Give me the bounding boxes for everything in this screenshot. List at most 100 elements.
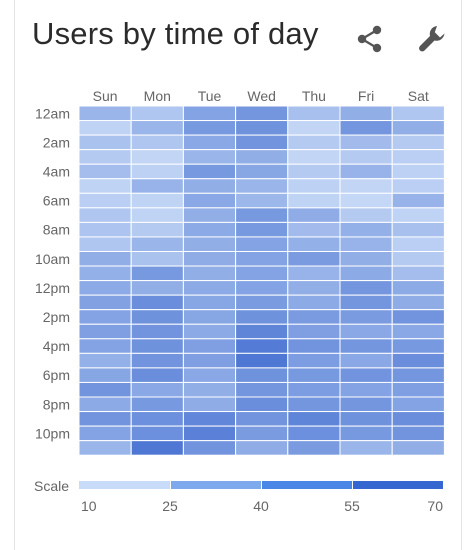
heatmap-cell [130, 440, 184, 456]
heatmap-cell [182, 338, 237, 354]
heatmap-cell [339, 236, 393, 252]
heatmap-cell [130, 367, 184, 383]
heatmap-cell [235, 134, 289, 151]
heatmap-cell [130, 338, 184, 354]
heatmap-cell [182, 367, 237, 383]
heatmap-cell [287, 251, 341, 267]
heatmap-cell [78, 440, 132, 456]
heatmap-cell [78, 134, 132, 151]
heatmap-cell [235, 178, 289, 194]
heatmap-cell [287, 192, 341, 209]
heatmap-cell [391, 338, 445, 354]
heatmap-cell [130, 294, 184, 311]
heatmap-cell [287, 411, 341, 427]
heatmap-cell [287, 134, 341, 151]
scale-segment [79, 481, 170, 489]
hour-label: 12am [35, 105, 70, 121]
heatmap-cell [78, 294, 132, 311]
heatmap-cell [182, 280, 237, 296]
day-label: Sat [408, 88, 429, 104]
scale-tick-label: 40 [253, 498, 269, 514]
heatmap-cell [287, 367, 341, 383]
heatmap-cell [78, 251, 132, 267]
heatmap-cell [391, 309, 445, 325]
heatmap-cell [182, 105, 237, 122]
scale-segment [171, 481, 261, 489]
heatmap-cell [78, 425, 132, 442]
y-axis-labels: 12am 2am 4am 6am 8am 10am 12pm 2pm 4pm 6pm 8pm 10pm [35, 105, 70, 441]
heatmap-cell [339, 221, 393, 238]
heatmap-cell [182, 149, 237, 165]
heatmap-cell [235, 323, 289, 340]
scale-bar [79, 481, 443, 489]
heatmap-cell [287, 381, 341, 398]
heatmap-cell [130, 207, 184, 223]
heatmap-cell [339, 251, 393, 267]
scale-label: Scale [34, 478, 69, 494]
heatmap-cell [235, 396, 289, 413]
heatmap-cell [78, 163, 132, 180]
heatmap-cell [339, 309, 393, 325]
heatmap-cell [78, 367, 132, 383]
heatmap-cell [287, 323, 341, 340]
heatmap-cell [391, 381, 445, 398]
heatmap-cell [182, 134, 237, 151]
heatmap-cell [182, 440, 237, 456]
heatmap-cell [235, 207, 289, 223]
heatmap-cell [339, 425, 393, 442]
heatmap-cell [235, 309, 289, 325]
heatmap-cell [339, 411, 393, 427]
share-icon[interactable] [353, 22, 387, 56]
heatmap-cell [235, 381, 289, 398]
heatmap-cell [182, 352, 237, 369]
heatmap-cell [182, 425, 237, 442]
heatmap-cell [287, 221, 341, 238]
day-label: Tue [198, 88, 222, 104]
heatmap-cell [287, 178, 341, 194]
heatmap-cell [130, 265, 184, 282]
heatmap-cell [391, 425, 445, 442]
chart-card [14, 0, 462, 550]
heatmap-cell [391, 367, 445, 383]
scale-tick-labels: 10 25 40 55 70 [81, 498, 443, 514]
heatmap-cell [78, 396, 132, 413]
heatmap-cell [78, 352, 132, 369]
heatmap-cell [130, 236, 184, 252]
heatmap-cell [339, 294, 393, 311]
heatmap-cell [287, 163, 341, 180]
hour-label: 8pm [43, 396, 70, 412]
heatmap-cell [391, 251, 445, 267]
heatmap-cell [287, 280, 341, 296]
heatmap-cell [130, 149, 184, 165]
heatmap-cell [130, 105, 184, 122]
wrench-icon[interactable] [416, 22, 450, 56]
heatmap-cell [235, 105, 289, 122]
heatmap-cell [182, 178, 237, 194]
heatmap-cell [339, 440, 393, 456]
day-label: Sun [93, 88, 118, 104]
heatmap-cell [339, 163, 393, 180]
heatmap-cell [339, 367, 393, 383]
heatmap-cell [391, 178, 445, 194]
hour-label: 8am [43, 222, 70, 238]
heatmap-cell [130, 178, 184, 194]
heatmap-cell [287, 309, 341, 325]
heatmap-cell [391, 352, 445, 369]
scale-segment [262, 481, 352, 489]
scale-tick-label: 70 [427, 498, 443, 514]
chart-title: Users by time of day [32, 16, 319, 51]
heatmap-cell [235, 411, 289, 427]
heatmap-cell [287, 265, 341, 282]
heatmap-cell [287, 120, 341, 136]
heatmap-cell [287, 294, 341, 311]
scale-tick-label: 55 [344, 498, 360, 514]
heatmap-cell [391, 265, 445, 282]
heatmap-cell [182, 294, 237, 311]
heatmap-cell [130, 381, 184, 398]
heatmap-cell [339, 192, 393, 209]
hour-label: 4am [43, 163, 70, 179]
heatmap-cell [235, 294, 289, 311]
heatmap-cell [235, 352, 289, 369]
heatmap-cell [182, 309, 237, 325]
